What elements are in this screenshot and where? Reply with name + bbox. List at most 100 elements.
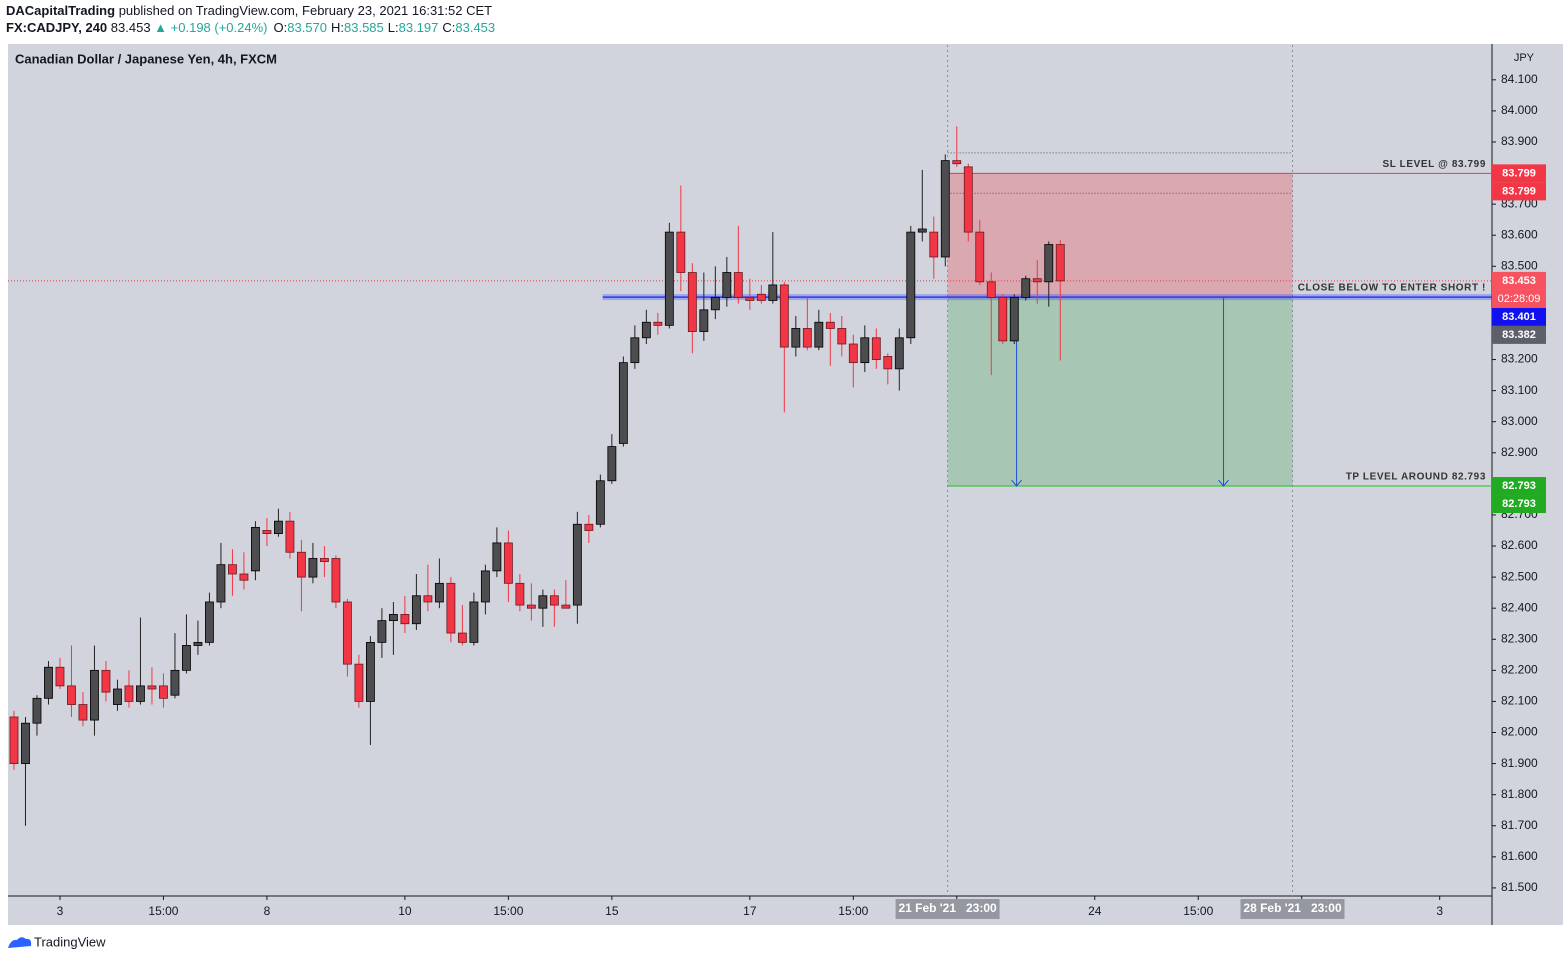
x-tick-label: 15 [605,904,619,918]
price-label: 82.793 [1502,498,1536,510]
header-line: DACapitalTrading published on TradingVie… [6,3,492,18]
y-tick-label: 81.600 [1501,849,1538,863]
ohlc-label: C: [442,20,455,35]
price-label: 83.799 [1502,167,1536,179]
candle-body [1044,244,1054,283]
candle-body [871,337,881,360]
candle-body [791,328,801,348]
candle-body [929,231,939,258]
candle-body [745,296,755,301]
candle-body [779,284,789,348]
candle-body [216,564,226,603]
price-label-box [1492,477,1546,496]
candle-body [1009,296,1019,342]
candle-body [170,669,180,696]
candle-body [952,160,962,165]
candle-body [676,231,686,273]
ohlc-label: H: [331,20,344,35]
y-tick-label: 83.600 [1501,227,1538,241]
candle-body [457,632,467,643]
stop-zone [947,173,1293,298]
candle-body [423,595,433,603]
candle-body [480,570,490,603]
candle-body [274,520,283,534]
candle-body [285,520,295,553]
candle-body [44,666,53,699]
candle-body [159,685,168,699]
candle-body [584,523,594,531]
candle-body [687,272,697,332]
candle-body [182,645,191,671]
price-label: 83.382 [1502,329,1536,341]
x-tick-label: 15:00 [838,904,868,918]
candle-body [400,614,410,625]
candle-body [446,582,456,634]
candle-body [78,704,88,721]
logo [8,937,32,948]
price-label: 82.793 [1502,480,1536,492]
candle-body [733,272,743,298]
ohlc-value: 83.585 [344,20,384,35]
ohlc-label: O: [274,20,288,35]
candle-body [986,281,996,298]
x-tick-label: 15:00 [148,904,178,918]
candle-body [940,160,950,258]
ohlc-value: 83.570 [287,20,327,35]
candle-body [101,669,111,693]
x-tick-label: 15:00 [1183,904,1213,918]
y-tick-label: 83.000 [1501,414,1538,428]
last: 83.453 [111,20,151,35]
range-label-box [1240,899,1345,919]
candle-body [32,697,42,724]
candle-body [549,595,559,606]
candle-body [193,641,203,646]
ohlc-value: 83.197 [399,20,439,35]
candle-body [319,558,329,562]
y-tick-label: 81.500 [1501,880,1538,894]
candle-body [630,337,640,364]
candle-body [21,722,30,764]
price-label-box [1492,325,1546,344]
candle-body [595,480,605,525]
y-tick-label: 83.100 [1501,383,1538,397]
ohlc-value: 83.453 [455,20,495,35]
price-label: 83.401 [1502,311,1536,323]
published: published on TradingView.com, February 2… [119,3,492,18]
range-label: 21 Feb '21 23:00 [898,901,997,915]
candle-body [664,231,674,326]
y-tick-label: 83.900 [1501,134,1538,148]
candle-body [975,231,985,283]
candle-body [768,284,778,301]
candle-body [308,558,318,578]
price-label: 83.453 [1502,275,1536,287]
candle-body [113,688,122,705]
y-tick-label: 84.000 [1501,103,1538,117]
y-tick-label: 82.500 [1501,569,1538,583]
price-label: 83.799 [1502,185,1536,197]
brand[interactable]: TradingView [34,934,106,949]
arrow-head [1011,479,1022,487]
candle-body [906,231,916,339]
candle-body [503,542,513,584]
x-tick-label: 3 [1436,904,1443,918]
candle-body [883,356,893,370]
candle-body [388,614,398,622]
stop-annotation: SL LEVEL @ 83.799 [1382,159,1486,170]
candle-body [963,166,973,233]
candle-body [55,666,65,687]
y-tick-label: 82.100 [1501,694,1538,708]
candle-body [848,343,858,364]
author[interactable]: DACapitalTrading [6,3,115,18]
candle-body [515,582,525,606]
candle-body [90,669,99,721]
y-tick-label: 82.400 [1501,600,1538,614]
candle-body [9,716,19,764]
y-tick-label: 83.500 [1501,258,1538,272]
candle-body [124,685,134,702]
candle-body [296,551,306,578]
candle-body [411,595,421,625]
y-tick-label: 82.900 [1501,445,1538,459]
price-label-box [1492,271,1546,290]
symbol: FX:CADJPY, 240 [6,20,107,35]
